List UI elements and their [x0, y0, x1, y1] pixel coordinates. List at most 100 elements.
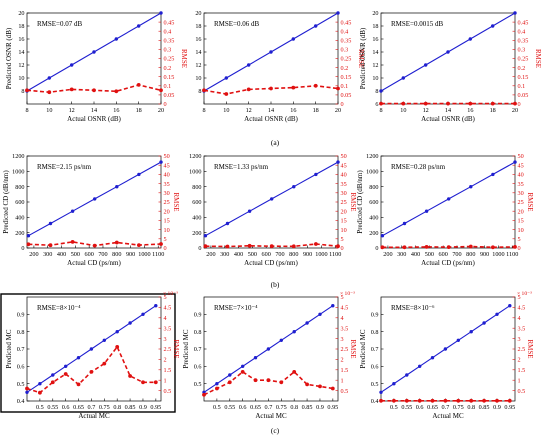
rmse-point — [491, 245, 495, 250]
rmse-point — [202, 392, 206, 397]
x-tick-label: 200 — [206, 251, 215, 258]
rmse-point — [305, 382, 309, 387]
y-right-tick-label: 2 — [341, 357, 344, 364]
rmse-point — [89, 370, 94, 374]
rmse-point — [443, 398, 448, 403]
x-tick-label: 0.5 — [36, 404, 44, 411]
y-tick-label: 0.5 — [371, 381, 379, 388]
y-right-tick-label: 2.5 — [164, 346, 172, 353]
y-tick-label: 600 — [15, 199, 24, 206]
x-axis-label: Actual MC — [78, 412, 110, 420]
y-right-axis-label: RMSE — [349, 339, 357, 358]
x-tick-label: 400 — [234, 251, 243, 258]
y-tick-label: 8 — [198, 88, 201, 95]
y-axis-label: Predicted OSNR (dB) — [5, 27, 13, 89]
y-right-tick-label: 10 — [518, 227, 524, 234]
y-tick-label: 600 — [369, 199, 378, 206]
y-right-tick-label: 45 — [341, 162, 347, 169]
y-right-tick-label: 0 — [518, 245, 521, 252]
predicted-point — [159, 160, 163, 164]
y-right-tick-label: 0.3 — [518, 47, 526, 54]
rmse-annotation: RMSE=7×10⁻⁴ — [214, 304, 258, 312]
predicted-point — [379, 390, 383, 394]
rmse-annotation: RMSE=2.15 ps/nm — [37, 163, 92, 171]
predicted-point — [215, 382, 219, 386]
y-right-tick-label: 40 — [164, 172, 170, 179]
rmse-point — [25, 88, 29, 93]
predicted-point — [159, 11, 163, 15]
x-tick-label: 12 — [246, 107, 252, 114]
y-right-tick-label: 3.5 — [518, 325, 526, 332]
y-axis-label: Predicted MC — [182, 329, 190, 368]
rmse-point — [76, 382, 81, 387]
y-right-tick-label: 1.5 — [341, 367, 349, 374]
y-right-tick-label: 0.05 — [341, 92, 352, 99]
y-tick-label: 0.4 — [371, 398, 379, 405]
y-right-tick-label: 20 — [518, 208, 524, 215]
y-right-tick-label: 0.25 — [518, 56, 529, 63]
predicted-point — [51, 373, 55, 377]
y-right-tick-label: 0.2 — [164, 65, 172, 72]
y-tick-label: 0.8 — [371, 329, 379, 336]
y-right-tick-label: 0.35 — [518, 38, 529, 45]
rmse-point — [202, 88, 206, 93]
y-tick-label: 1000 — [189, 169, 201, 176]
y-right-tick-label: 0.4 — [518, 28, 526, 35]
y-right-tick-label: 0.3 — [164, 47, 172, 54]
y-right-tick-label: 5 — [164, 294, 167, 301]
rmse-point — [404, 398, 409, 403]
y-right-tick-label: 0.1 — [518, 83, 526, 90]
x-tick-label: 14 — [445, 107, 451, 114]
y-right-tick-label: 5 — [518, 294, 521, 301]
panel-frame — [0, 293, 176, 413]
x-tick-label: 0.9 — [139, 404, 147, 411]
rmse-point — [269, 244, 274, 249]
predicted-point — [228, 373, 232, 377]
x-tick-label: 0.75 — [99, 404, 110, 411]
predicted-point — [336, 11, 340, 15]
x-tick-label: 0.85 — [125, 404, 136, 411]
y-tick-label: 0 — [21, 245, 24, 252]
y-tick-label: 16 — [372, 36, 378, 43]
y-right-tick-label: 2.5 — [518, 346, 526, 353]
y-right-tick-label: 15 — [341, 218, 347, 225]
predicted-point — [70, 209, 75, 213]
predicted-point — [247, 209, 252, 213]
rmse-point — [92, 243, 97, 248]
y-right-tick-label: 5 — [164, 236, 167, 243]
y-tick-label: 12 — [372, 62, 378, 69]
predicted-point — [331, 304, 335, 308]
predicted-point — [114, 37, 119, 41]
predicted-point — [443, 347, 448, 351]
y-right-tick-label: 3 — [164, 336, 167, 343]
rmse-point — [482, 398, 486, 403]
predicted-point — [115, 330, 119, 334]
predicted-point — [491, 172, 495, 177]
chart-panel: 200 300 400 500 600 700 800 900 1000 110002004006… — [356, 153, 534, 267]
y-tick-label: 14 — [18, 49, 24, 56]
y-right-tick-label: 0.05 — [164, 92, 175, 99]
y-right-tick-label: 0.2 — [341, 65, 349, 72]
y-right-tick-label: 5 — [341, 236, 344, 243]
y-right-tick-label: 25 — [164, 199, 170, 206]
predicted-point — [379, 89, 383, 93]
predicted-point — [63, 364, 68, 368]
y-tick-label: 10 — [18, 75, 24, 82]
y-right-tick-label: 0 — [341, 101, 344, 108]
predicted-point — [292, 185, 296, 189]
y-right-tick-label: 1 — [518, 377, 521, 384]
predicted-point — [154, 304, 158, 308]
rmse-annotation: RMSE=8×10⁻⁴ — [37, 304, 81, 312]
y-right-axis-label: RMSE — [526, 339, 534, 358]
predicted-point — [269, 50, 273, 54]
chart-panel: 8 10 12 14 16 18 206810121416182000.050.10.150… — [359, 10, 542, 123]
predicted-point — [203, 234, 208, 238]
y-right-tick-label: 0.05 — [518, 92, 529, 99]
x-tick-label: 10 — [223, 107, 229, 114]
y-right-tick-label: 2.5 — [341, 346, 349, 353]
rmse-point — [215, 386, 219, 391]
rmse-point — [247, 243, 252, 248]
x-tick-label: 0.85 — [302, 404, 313, 411]
y-right-tick-label: 45 — [164, 162, 170, 169]
chart-panel: 200 300 400 500 600 700 800 900 1000 110002004006… — [2, 153, 180, 267]
